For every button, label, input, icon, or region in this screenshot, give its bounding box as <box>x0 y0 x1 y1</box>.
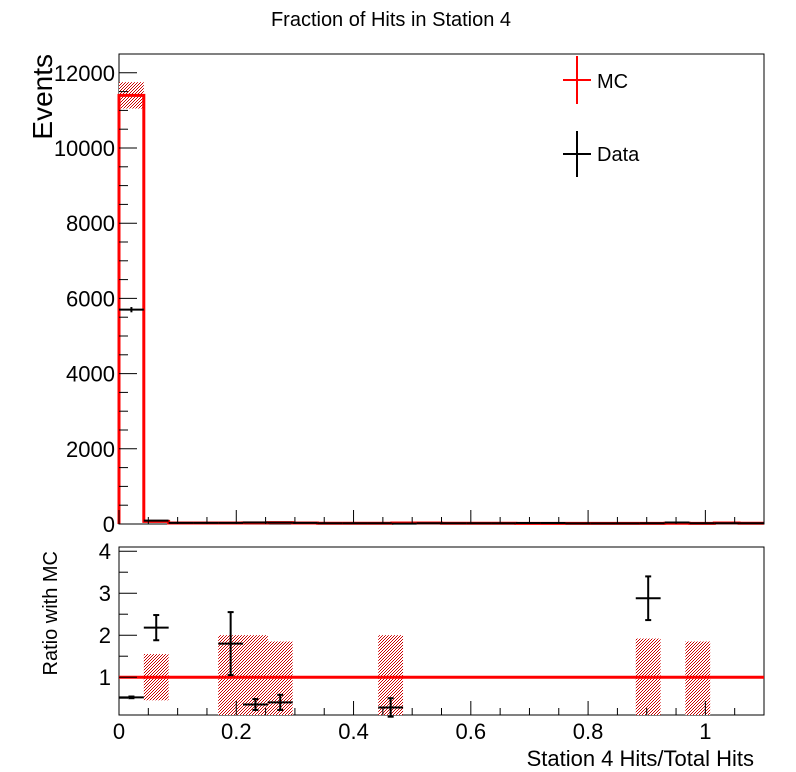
ratio-panel: 1 2 3 4 0 0.2 0.4 0.6 0.8 1 Ratio with MC Statio… <box>40 539 765 771</box>
y-tick-label-4000: 4000 <box>66 362 115 387</box>
x-tick-label-1: 1 <box>699 719 711 744</box>
y-tick-label-8000: 8000 <box>66 211 115 236</box>
main-histogram-panel: 0 2000 4000 6000 8000 10000 12000 Events MC Da… <box>27 53 765 537</box>
legend-mc-label: MC <box>597 71 628 93</box>
y-tick-label-6000: 6000 <box>66 286 115 311</box>
chart-title: Fraction of Hits in Station 4 <box>271 9 511 31</box>
ratio-y-tick-label-2: 2 <box>99 623 111 648</box>
data-point-0 <box>119 307 144 313</box>
ratio-y-tick-label-3: 3 <box>99 581 111 606</box>
y-tick-label-10000: 10000 <box>54 136 115 161</box>
y-tick-label-0: 0 <box>103 512 115 537</box>
ratio-point-1 <box>143 614 169 642</box>
x-tick-label-0.8: 0.8 <box>573 719 604 744</box>
main-plot-frame <box>118 53 765 525</box>
ratio-point-6 <box>635 575 661 622</box>
x-tick-label-0.2: 0.2 <box>221 719 252 744</box>
x-tick-label-0.4: 0.4 <box>338 719 369 744</box>
x-tick-label-0.6: 0.6 <box>456 719 487 744</box>
y-axis-label: Events <box>27 54 58 140</box>
x-axis-label: Station 4 Hits/Total Hits <box>527 746 754 771</box>
ratio-point-4 <box>267 693 293 711</box>
x-axis: 0 0.2 0.4 0.6 0.8 1 <box>113 701 765 744</box>
data-points <box>119 307 764 525</box>
ratio-point-5 <box>378 697 404 718</box>
mc-histogram-line <box>117 93 764 525</box>
ratio-y-axis-label: Ratio with MC <box>40 551 62 675</box>
y-tick-label-12000: 12000 <box>54 61 115 86</box>
y-axis: 0 2000 4000 6000 8000 10000 12000 <box>54 53 765 537</box>
ratio-point-3 <box>243 698 268 711</box>
ratio-point-2 <box>218 611 244 677</box>
y-tick-label-2000: 2000 <box>66 437 115 462</box>
mc-uncertainty-bands <box>119 82 764 525</box>
ratio-point-0 <box>119 695 144 700</box>
ratio-y-tick-label-4: 4 <box>99 539 111 564</box>
data-point-1 <box>143 519 169 522</box>
legend-entry-data: Data <box>563 131 640 177</box>
ratio-y-axis: 1 2 3 4 <box>99 539 137 699</box>
x-tick-label-0: 0 <box>113 719 125 744</box>
data-point-22 <box>664 521 690 524</box>
mc-histogram <box>117 93 764 525</box>
ratio-data-points <box>119 575 661 718</box>
ratio-y-tick-label-1: 1 <box>99 665 111 690</box>
legend: MC Data <box>563 56 640 177</box>
legend-entry-mc: MC <box>563 56 628 104</box>
ratio-plot-frame <box>118 546 765 716</box>
legend-data-label: Data <box>597 144 640 166</box>
